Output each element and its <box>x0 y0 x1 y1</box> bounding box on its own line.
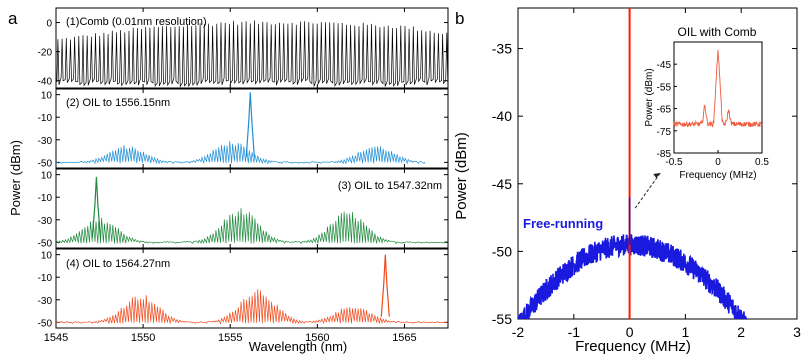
subplot-label: (2) OIL to 1556.15nm <box>66 97 170 109</box>
y-tick-label: -30 <box>38 216 53 227</box>
x-tick-label: -1 <box>568 324 581 340</box>
y-tick-label: 10 <box>41 171 53 182</box>
spectrum-trace <box>56 20 448 88</box>
panel-b-frame <box>517 7 798 320</box>
subplot-frame <box>55 168 449 249</box>
subplot-frame <box>55 7 449 89</box>
subplot-label: (1)Comb (0.01nm resolution) <box>66 16 207 28</box>
injection-peak <box>245 92 255 157</box>
subplot-frame <box>55 248 449 329</box>
panel-a-letter: a <box>8 9 18 28</box>
y-tick-label: -40 <box>492 108 512 124</box>
y-tick-label: -50 <box>38 318 53 329</box>
x-tick-label: 3 <box>793 324 801 340</box>
x-tick-label: -2 <box>512 324 525 340</box>
inset-x-tick-label: -0.5 <box>665 157 683 168</box>
x-tick-label: 0 <box>626 324 634 340</box>
panel-b-y-axis-label: Power (dBm) <box>453 132 470 220</box>
panel-b-inset: -0.5 0 0.5 -45 -55 -65 -75 -85 Frequency (MHz) Po… <box>644 41 769 181</box>
inset-arrowhead <box>653 172 661 178</box>
inset-y-axis-label: Power (dBm) <box>644 68 655 126</box>
x-tick-label: 1565 <box>392 332 416 344</box>
y-tick-label: 0 <box>46 19 52 30</box>
y-tick-label: -10 <box>38 273 53 284</box>
panel-a-x-axis: 1545 1550 1555 1560 1565 <box>44 332 417 344</box>
spectrum-trace <box>56 208 448 245</box>
subplot-oil-1564: 10 -10 -30 -50 (4) OIL to 1564.27nm <box>38 248 449 329</box>
inset-arrow <box>634 172 661 209</box>
free-running-label: Free-running <box>523 216 603 231</box>
y-tick-label: -10 <box>38 113 53 124</box>
inset-y-tick-label: -75 <box>657 127 672 138</box>
subplot-oil-1547: 10 -10 -30 -50 (3) OIL to 1547.32nm <box>38 168 449 249</box>
subplot-comb: 0 -20 -40 (1)Comb (0.01nm resolution) <box>38 7 449 89</box>
panel-b-x-axis-label: Frequency (MHz) <box>575 338 691 354</box>
inset-x-axis-label: Frequency (MHz) <box>679 170 756 181</box>
y-tick-label: -30 <box>38 136 53 147</box>
x-tick-label: 1 <box>682 324 690 340</box>
inset-x-tick-label: 0 <box>715 157 721 168</box>
inset-trace <box>673 49 762 128</box>
panel-a: 0 -20 -40 (1)Comb (0.01nm resolution) 10 -10… <box>8 7 449 354</box>
panel-b-plot: -2 -1 0 1 2 3 -35 -40 -45 -50 -55 <box>492 7 801 340</box>
y-tick-label: -10 <box>38 193 53 204</box>
y-tick-label: 10 <box>41 251 53 262</box>
y-tick-label: -55 <box>492 311 512 327</box>
inset-y-tick-label: -65 <box>657 105 672 116</box>
x-tick-label: 1555 <box>218 332 242 344</box>
inset-frame <box>673 41 763 154</box>
spectrum-trace <box>56 289 448 325</box>
spectrum-trace <box>56 141 426 165</box>
y-tick-label: -20 <box>38 48 53 59</box>
y-tick-label: -35 <box>492 41 512 57</box>
panel-a-x-axis-label: Wavelength (nm) <box>249 339 348 354</box>
inset-y-tick-label: -85 <box>657 149 672 160</box>
injection-peak <box>91 176 101 237</box>
x-tick-label: 1560 <box>305 332 329 344</box>
x-tick-label: 1545 <box>44 332 68 344</box>
y-tick-label: -50 <box>38 238 53 249</box>
subplot-label: (3) OIL to 1547.32nm <box>338 180 442 192</box>
y-tick-label: -40 <box>38 77 53 88</box>
y-tick-label: -50 <box>492 243 512 259</box>
subplot-frame <box>55 88 449 169</box>
subplot-oil-1556: 10 -10 -30 -50 (2) OIL to 1556.15nm <box>38 88 449 169</box>
panel-a-y-axis-label: Power (dBm) <box>8 140 23 216</box>
injection-peak <box>380 254 390 317</box>
x-tick-label: 1550 <box>131 332 155 344</box>
subplot-label: (4) OIL to 1564.27nm <box>66 258 170 270</box>
panel-b: -2 -1 0 1 2 3 -35 -40 -45 -50 -55 -0.5 0 0.5 -45 -55 -6… <box>453 7 801 355</box>
inset-x-tick-label: 0.5 <box>755 157 769 168</box>
y-tick-label: -50 <box>38 158 53 169</box>
inset-y-tick-label: -55 <box>657 82 672 93</box>
free-running-trace <box>518 234 748 319</box>
y-tick-label: 10 <box>41 91 53 102</box>
x-tick-label: 2 <box>737 324 745 340</box>
inset-title: OIL with Comb <box>678 25 757 39</box>
y-tick-label: -45 <box>492 176 512 192</box>
inset-y-tick-label: -45 <box>657 60 672 71</box>
y-tick-label: -30 <box>38 296 53 307</box>
panel-b-letter: b <box>455 9 464 28</box>
